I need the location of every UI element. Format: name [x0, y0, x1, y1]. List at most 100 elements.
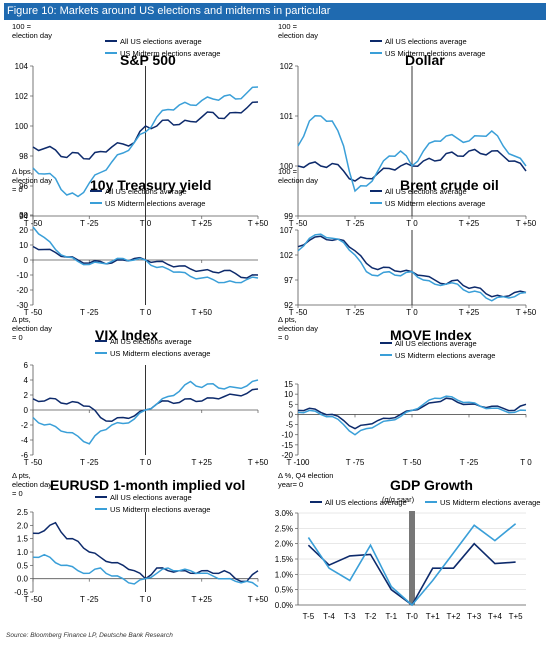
- y-tick-label: 96: [19, 182, 28, 191]
- y-axis-label: Δ pts, election day = 0: [12, 315, 52, 342]
- y-tick-label: 5: [289, 400, 294, 409]
- y-tick-label: 107: [280, 226, 294, 235]
- chart-panel-1: 100 = election day S&P 500 94 96 98 100 102 104 T…: [12, 22, 269, 228]
- y-tick-label: 102: [280, 251, 294, 260]
- x-tick-label: T -25: [80, 458, 99, 467]
- y-tick-label: 10: [19, 241, 28, 250]
- x-tick-label: T -100: [287, 458, 311, 467]
- y-tick-label: -20: [16, 286, 28, 295]
- chart-title: Brent crude oil: [400, 177, 499, 193]
- x-tick-label: T -50: [403, 458, 422, 467]
- x-tick-label: T +50: [516, 308, 537, 317]
- chart-panel-3: Δ bps, election day = 0 10y Treasury yield -…: [12, 167, 259, 317]
- x-tick-label: T 0: [406, 308, 418, 317]
- y-tick-label: 2.0%: [275, 540, 293, 549]
- y-tick-label: 97: [284, 276, 293, 285]
- y-tick-label: 0.0: [17, 575, 29, 584]
- chart-title: S&P 500: [120, 52, 176, 68]
- y-tick-label: 0: [24, 256, 29, 265]
- x-tick-label: T -25: [80, 595, 99, 604]
- y-axis-label: 100 = election day: [278, 22, 318, 40]
- chart-title: VIX Index: [95, 327, 158, 343]
- series-line-2: [297, 115, 527, 193]
- election-marker: [409, 511, 415, 605]
- legend-label: US Midterm elections average: [105, 199, 205, 208]
- y-tick-label: 15: [284, 380, 293, 389]
- x-tick-label: T -50: [24, 458, 43, 467]
- y-axis-label: 100 = election day: [12, 22, 52, 40]
- y-tick-label: -6: [21, 451, 29, 460]
- x-tick-label: T 0: [140, 595, 152, 604]
- x-tick-label: T-0: [406, 612, 418, 621]
- y-tick-label: -2: [21, 421, 29, 430]
- x-tick-label: T+5: [509, 612, 524, 621]
- y-tick-label: -20: [281, 451, 293, 460]
- legend-label: All US elections average: [110, 493, 192, 502]
- chart-panel-2: 100 = election day Dollar 99 100 101 102 T -50 T…: [278, 22, 537, 228]
- y-tick-label: 1.0%: [275, 570, 293, 579]
- x-tick-label: T -50: [24, 595, 43, 604]
- x-tick-label: T +25: [191, 595, 212, 604]
- y-tick-label: 0: [24, 406, 29, 415]
- y-tick-label: 99: [284, 212, 293, 221]
- y-tick-label: -0.5: [14, 588, 28, 597]
- y-axis-label: Δ pts, election day = 0: [12, 471, 52, 498]
- x-tick-label: T -75: [346, 458, 365, 467]
- y-tick-label: 2: [24, 391, 29, 400]
- y-tick-label: 92: [284, 301, 293, 310]
- x-tick-label: T -50: [289, 308, 308, 317]
- y-tick-label: 94: [19, 212, 28, 221]
- legend-label: US Midterm elections average: [385, 199, 485, 208]
- y-tick-label: 1.0: [17, 548, 29, 557]
- x-tick-label: T +25: [459, 308, 480, 317]
- chart-panel-4: 100 = election day Brent crude oil 92 97 102 1…: [278, 167, 537, 317]
- x-tick-label: T+3: [467, 612, 482, 621]
- y-tick-label: 101: [280, 112, 294, 121]
- legend-label: All US elections average: [385, 187, 467, 196]
- series-line-2: [297, 395, 527, 436]
- x-tick-label: T 0: [140, 458, 152, 467]
- y-tick-label: 30: [19, 211, 28, 220]
- x-tick-label: T -50: [24, 308, 43, 317]
- x-tick-label: T +50: [248, 595, 269, 604]
- x-tick-label: T +25: [459, 219, 480, 228]
- y-tick-label: 98: [19, 152, 28, 161]
- x-tick-label: T 0: [520, 458, 532, 467]
- y-tick-label: 6: [24, 361, 29, 370]
- y-tick-label: 100: [280, 162, 294, 171]
- y-tick-label: -5: [286, 421, 294, 430]
- chart-panel-6: Δ pts, election day = 0 MOVE Index -20-15-10…: [278, 315, 532, 467]
- x-tick-label: T-4: [323, 612, 335, 621]
- y-tick-label: 1.5%: [275, 555, 293, 564]
- y-tick-label: -30: [16, 301, 28, 310]
- x-tick-label: T -50: [289, 219, 308, 228]
- y-tick-label: 102: [15, 92, 29, 101]
- chart-title: EURUSD 1-month implied vol: [50, 477, 245, 493]
- chart-panel-8: Δ %, Q4 election year= 0 GDP Growth (q/q sa…: [275, 471, 541, 621]
- x-tick-label: T-1: [385, 612, 397, 621]
- x-tick-label: T-5: [303, 612, 315, 621]
- x-tick-label: T +50: [516, 219, 537, 228]
- x-tick-label: T +25: [191, 219, 212, 228]
- legend-label: All US elections average: [110, 337, 192, 346]
- chart-title: GDP Growth: [390, 477, 473, 493]
- chart-title: 10y Treasury yield: [90, 177, 211, 193]
- series-line-2: [32, 553, 259, 588]
- source-note: Source: Bloomberg Finance LP, Deutsche B…: [6, 632, 173, 639]
- y-tick-label: 0.0%: [275, 601, 293, 610]
- series-line-2: [32, 226, 259, 284]
- legend-label: US Midterm elections average: [440, 498, 540, 507]
- x-tick-label: T -25: [460, 458, 479, 467]
- y-tick-label: 2.5: [17, 508, 29, 517]
- legend-label: All US elections average: [395, 339, 477, 348]
- x-tick-label: T+4: [488, 612, 503, 621]
- y-tick-label: 102: [280, 62, 294, 71]
- x-tick-label: T -25: [80, 308, 99, 317]
- legend-label: US Midterm elections average: [110, 349, 210, 358]
- series-line-2: [32, 379, 259, 445]
- y-tick-label: -10: [281, 431, 293, 440]
- x-tick-label: T +25: [191, 458, 212, 467]
- y-tick-label: 104: [15, 62, 29, 71]
- x-tick-label: T +50: [248, 219, 269, 228]
